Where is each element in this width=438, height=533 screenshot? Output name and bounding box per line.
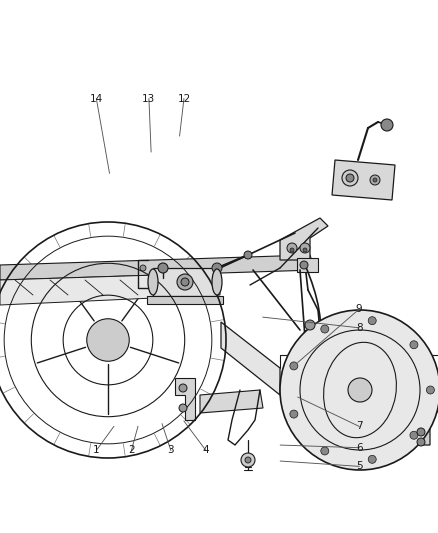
Circle shape <box>87 319 129 361</box>
Polygon shape <box>332 160 395 200</box>
Text: 4: 4 <box>202 446 209 455</box>
Polygon shape <box>408 412 430 445</box>
Circle shape <box>305 320 315 330</box>
Circle shape <box>300 243 310 253</box>
Circle shape <box>321 447 329 455</box>
Circle shape <box>373 178 377 182</box>
Polygon shape <box>280 218 328 260</box>
Circle shape <box>342 170 358 186</box>
Circle shape <box>370 175 380 185</box>
Polygon shape <box>0 273 220 305</box>
Circle shape <box>427 386 434 394</box>
Polygon shape <box>221 322 280 395</box>
Circle shape <box>179 404 187 412</box>
Ellipse shape <box>212 269 222 295</box>
Circle shape <box>346 174 354 182</box>
Text: 9: 9 <box>356 304 363 314</box>
Text: 12: 12 <box>177 94 191 103</box>
Polygon shape <box>147 296 223 304</box>
Polygon shape <box>175 378 195 420</box>
Text: 6: 6 <box>356 443 363 453</box>
Circle shape <box>290 362 298 370</box>
Circle shape <box>244 251 252 259</box>
Polygon shape <box>153 268 217 296</box>
Circle shape <box>241 453 255 467</box>
Polygon shape <box>298 342 322 365</box>
Text: 14: 14 <box>90 94 103 103</box>
Circle shape <box>290 410 298 418</box>
Circle shape <box>245 457 251 463</box>
Circle shape <box>381 119 393 131</box>
Ellipse shape <box>148 269 158 295</box>
Polygon shape <box>430 368 438 412</box>
Circle shape <box>179 384 187 392</box>
Circle shape <box>348 378 372 402</box>
Circle shape <box>303 248 307 252</box>
Circle shape <box>410 431 418 439</box>
Circle shape <box>368 317 376 325</box>
Circle shape <box>410 341 418 349</box>
Circle shape <box>321 325 329 333</box>
Circle shape <box>177 274 193 290</box>
Circle shape <box>417 428 425 436</box>
Circle shape <box>280 310 438 470</box>
Polygon shape <box>0 255 315 280</box>
Text: 8: 8 <box>356 323 363 333</box>
Text: 5: 5 <box>356 462 363 471</box>
Text: 3: 3 <box>167 446 174 455</box>
Polygon shape <box>297 258 318 272</box>
Circle shape <box>287 243 297 253</box>
Text: 7: 7 <box>356 422 363 431</box>
Polygon shape <box>200 390 263 413</box>
Circle shape <box>158 263 168 273</box>
Circle shape <box>290 248 294 252</box>
Circle shape <box>368 455 376 463</box>
Circle shape <box>181 278 189 286</box>
Text: 2: 2 <box>128 446 135 455</box>
Circle shape <box>300 261 308 269</box>
Circle shape <box>212 263 222 273</box>
Circle shape <box>140 265 146 271</box>
Text: 13: 13 <box>142 94 155 103</box>
Text: 1: 1 <box>93 446 100 455</box>
Circle shape <box>417 438 425 446</box>
